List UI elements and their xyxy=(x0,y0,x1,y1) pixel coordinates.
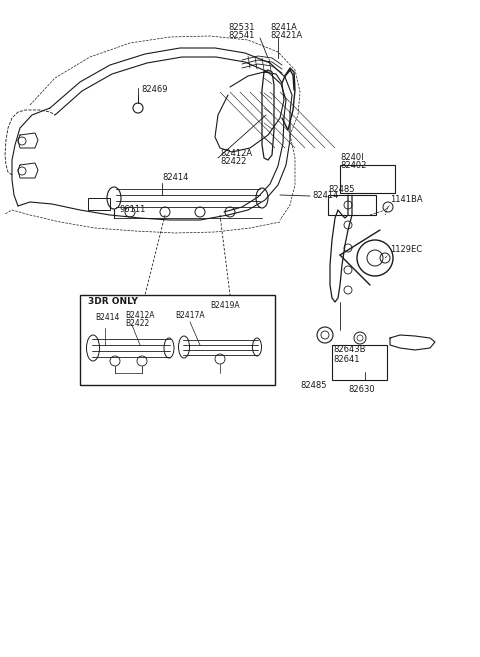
Text: 82469: 82469 xyxy=(141,85,168,95)
Bar xyxy=(332,345,387,380)
Circle shape xyxy=(367,250,383,266)
Text: 82414: 82414 xyxy=(162,173,188,183)
Text: 82643B: 82643B xyxy=(333,346,365,355)
Text: 8241A: 8241A xyxy=(270,24,297,32)
Text: 82412A: 82412A xyxy=(220,148,252,158)
Text: 82402: 82402 xyxy=(340,162,366,171)
Text: 82630: 82630 xyxy=(348,386,374,394)
Circle shape xyxy=(357,335,363,341)
Text: 96111: 96111 xyxy=(120,206,146,214)
Text: B2417A: B2417A xyxy=(175,311,204,319)
Text: 1129EC: 1129EC xyxy=(390,246,422,254)
Bar xyxy=(340,165,395,193)
Text: 82641: 82641 xyxy=(333,355,360,365)
Text: B2422: B2422 xyxy=(125,319,149,327)
Bar xyxy=(88,198,110,210)
Bar xyxy=(328,195,376,215)
Text: 82531: 82531 xyxy=(228,24,255,32)
Text: 8240I: 8240I xyxy=(340,154,364,162)
Circle shape xyxy=(321,331,329,339)
Text: 82485: 82485 xyxy=(328,185,355,194)
Text: 82541: 82541 xyxy=(228,32,255,41)
Text: 1141BA: 1141BA xyxy=(390,196,422,204)
Text: 82421A: 82421A xyxy=(270,32,302,41)
Text: 82422: 82422 xyxy=(220,156,246,166)
Text: 3DR ONLY: 3DR ONLY xyxy=(88,298,138,307)
Text: 82485: 82485 xyxy=(300,380,326,390)
Text: B2419A: B2419A xyxy=(210,300,240,309)
Bar xyxy=(80,295,275,385)
Text: 82414: 82414 xyxy=(312,191,338,200)
Text: B2414: B2414 xyxy=(95,313,120,323)
Text: B2412A: B2412A xyxy=(125,311,155,319)
